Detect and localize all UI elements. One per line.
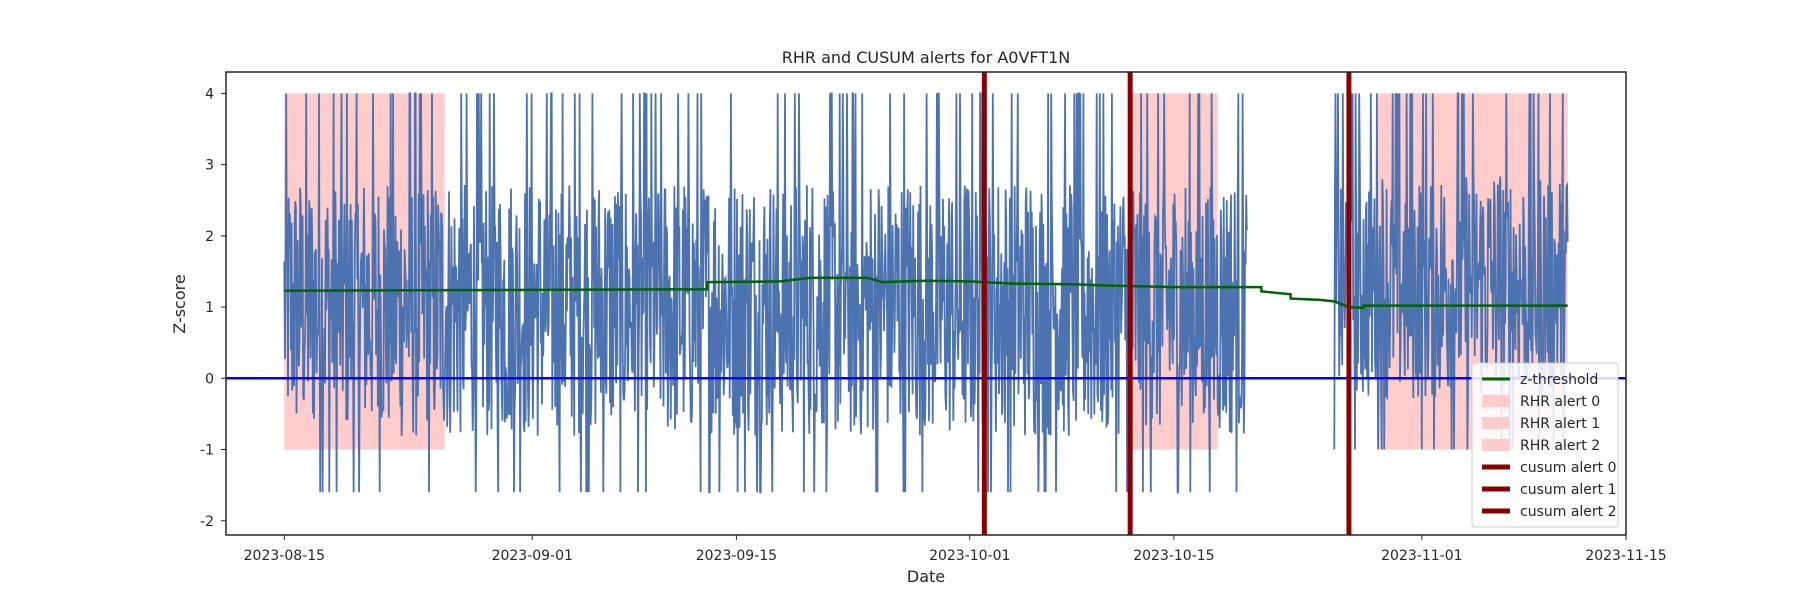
- y-tick-label-1: -1: [200, 443, 214, 459]
- legend-label-4: cusum alert 0: [1520, 460, 1617, 476]
- y-tick-labels: -2 -1 0 1 2 3 4: [200, 86, 226, 530]
- y-tick-label-5: 3: [205, 158, 214, 174]
- y-tick-label-4: 2: [205, 229, 214, 245]
- rhr-zscore-line-1: [1333, 92, 1569, 450]
- y-tick-label-3: 1: [205, 300, 214, 316]
- x-axis-label: Date: [907, 567, 945, 586]
- x-tick-label-0: 2023-08-15: [244, 548, 325, 564]
- legend-label-0: z-threshold: [1520, 372, 1598, 388]
- x-tick-label-3: 2023-10-01: [929, 548, 1010, 564]
- y-tick-label-6: 4: [205, 86, 214, 102]
- x-tick-label-5: 2023-11-01: [1381, 548, 1462, 564]
- x-tick-label-4: 2023-10-15: [1133, 548, 1214, 564]
- x-tick-label-1: 2023-09-01: [492, 548, 573, 564]
- y-tick-label-2: 0: [205, 371, 214, 387]
- legend-swatch-3: [1482, 439, 1510, 451]
- legend-label-6: cusum alert 2: [1520, 504, 1617, 520]
- plot-frame: [225, 71, 1627, 536]
- legend-label-1: RHR alert 0: [1520, 394, 1600, 410]
- y-axis-label: Z-score: [170, 274, 189, 333]
- legend-label-5: cusum alert 1: [1520, 482, 1617, 498]
- y-tick-label-0: -2: [200, 514, 214, 530]
- plot-marks: [226, 72, 1626, 535]
- legend-swatch-1: [1482, 395, 1510, 407]
- x-tick-label-6: 2023-11-15: [1585, 548, 1666, 564]
- chart-title: RHR and CUSUM alerts for A0VFT1N: [782, 48, 1071, 67]
- legend-swatch-2: [1482, 417, 1510, 429]
- plot-area: [226, 72, 1626, 535]
- legend-label-3: RHR alert 2: [1520, 438, 1600, 454]
- x-tick-labels: 2023-08-15 2023-09-01 2023-09-15 2023-10-01…: [244, 535, 1667, 564]
- legend-label-2: RHR alert 1: [1520, 416, 1600, 432]
- legend: z-threshold RHR alert 0 RHR alert 1 RHR ale…: [1471, 362, 1619, 528]
- z-threshold-line: [284, 276, 1568, 310]
- x-tick-label-2: 2023-09-15: [696, 548, 777, 564]
- rhr-zscore-line-0: [283, 92, 1248, 494]
